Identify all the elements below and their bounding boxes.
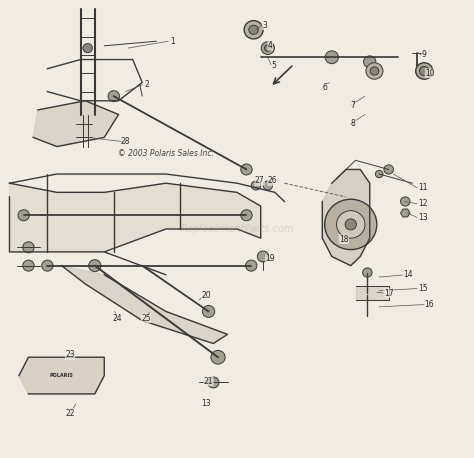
Circle shape bbox=[264, 45, 271, 51]
Circle shape bbox=[364, 56, 376, 68]
Circle shape bbox=[23, 260, 34, 271]
Text: 14: 14 bbox=[403, 270, 412, 279]
Text: 24: 24 bbox=[113, 314, 122, 323]
Text: 5: 5 bbox=[272, 60, 276, 70]
Circle shape bbox=[257, 251, 269, 262]
Circle shape bbox=[208, 377, 219, 388]
Text: 2: 2 bbox=[145, 80, 149, 89]
Circle shape bbox=[108, 91, 119, 102]
Text: 17: 17 bbox=[384, 289, 393, 298]
Polygon shape bbox=[401, 209, 410, 217]
Circle shape bbox=[363, 268, 372, 277]
Circle shape bbox=[325, 199, 377, 250]
Text: 26: 26 bbox=[268, 176, 277, 185]
Polygon shape bbox=[322, 169, 370, 266]
Circle shape bbox=[370, 67, 379, 75]
Text: 10: 10 bbox=[425, 69, 435, 78]
Circle shape bbox=[244, 21, 263, 39]
Text: 19: 19 bbox=[265, 254, 275, 263]
Text: 12: 12 bbox=[418, 199, 428, 208]
Text: 27: 27 bbox=[255, 176, 264, 185]
Text: 18: 18 bbox=[339, 234, 348, 244]
Text: POLARIS: POLARIS bbox=[50, 373, 73, 378]
Circle shape bbox=[375, 170, 383, 178]
Text: 7: 7 bbox=[351, 101, 356, 110]
Circle shape bbox=[202, 305, 215, 317]
Circle shape bbox=[384, 165, 393, 174]
Text: 8: 8 bbox=[351, 119, 356, 128]
Circle shape bbox=[366, 63, 383, 79]
Circle shape bbox=[337, 211, 365, 238]
Circle shape bbox=[263, 181, 273, 190]
Text: 23: 23 bbox=[65, 350, 75, 360]
Circle shape bbox=[401, 197, 410, 206]
Circle shape bbox=[211, 350, 225, 364]
Text: 4: 4 bbox=[268, 41, 273, 50]
Circle shape bbox=[241, 210, 252, 221]
Text: © 2003 Polaris Sales Inc.: © 2003 Polaris Sales Inc. bbox=[118, 149, 214, 158]
Text: 25: 25 bbox=[141, 314, 151, 323]
Polygon shape bbox=[62, 266, 228, 344]
Text: 11: 11 bbox=[418, 183, 428, 192]
Circle shape bbox=[23, 242, 34, 253]
Text: 13: 13 bbox=[201, 399, 211, 409]
Circle shape bbox=[18, 210, 29, 221]
Text: 3: 3 bbox=[262, 21, 267, 30]
Polygon shape bbox=[33, 101, 118, 147]
Text: 1: 1 bbox=[171, 37, 175, 46]
Circle shape bbox=[416, 63, 433, 79]
Circle shape bbox=[251, 181, 261, 190]
Text: 20: 20 bbox=[201, 291, 211, 300]
Circle shape bbox=[246, 260, 257, 271]
Polygon shape bbox=[9, 183, 261, 252]
Text: 16: 16 bbox=[424, 300, 434, 309]
Text: 28: 28 bbox=[121, 137, 130, 147]
Circle shape bbox=[325, 51, 338, 64]
Polygon shape bbox=[19, 357, 104, 394]
Text: 13: 13 bbox=[418, 213, 428, 222]
Text: 15: 15 bbox=[418, 284, 428, 293]
Circle shape bbox=[249, 25, 258, 34]
Circle shape bbox=[345, 219, 356, 230]
Circle shape bbox=[419, 66, 429, 76]
Circle shape bbox=[83, 44, 92, 53]
Text: 22: 22 bbox=[65, 409, 75, 418]
Text: 6: 6 bbox=[322, 82, 327, 92]
Circle shape bbox=[241, 164, 252, 175]
Text: 21: 21 bbox=[204, 376, 213, 386]
Circle shape bbox=[261, 42, 274, 55]
Circle shape bbox=[42, 260, 53, 271]
Text: 9: 9 bbox=[422, 50, 427, 60]
Circle shape bbox=[89, 260, 101, 272]
Text: ReplacementParts.com: ReplacementParts.com bbox=[180, 224, 294, 234]
Polygon shape bbox=[356, 286, 389, 300]
